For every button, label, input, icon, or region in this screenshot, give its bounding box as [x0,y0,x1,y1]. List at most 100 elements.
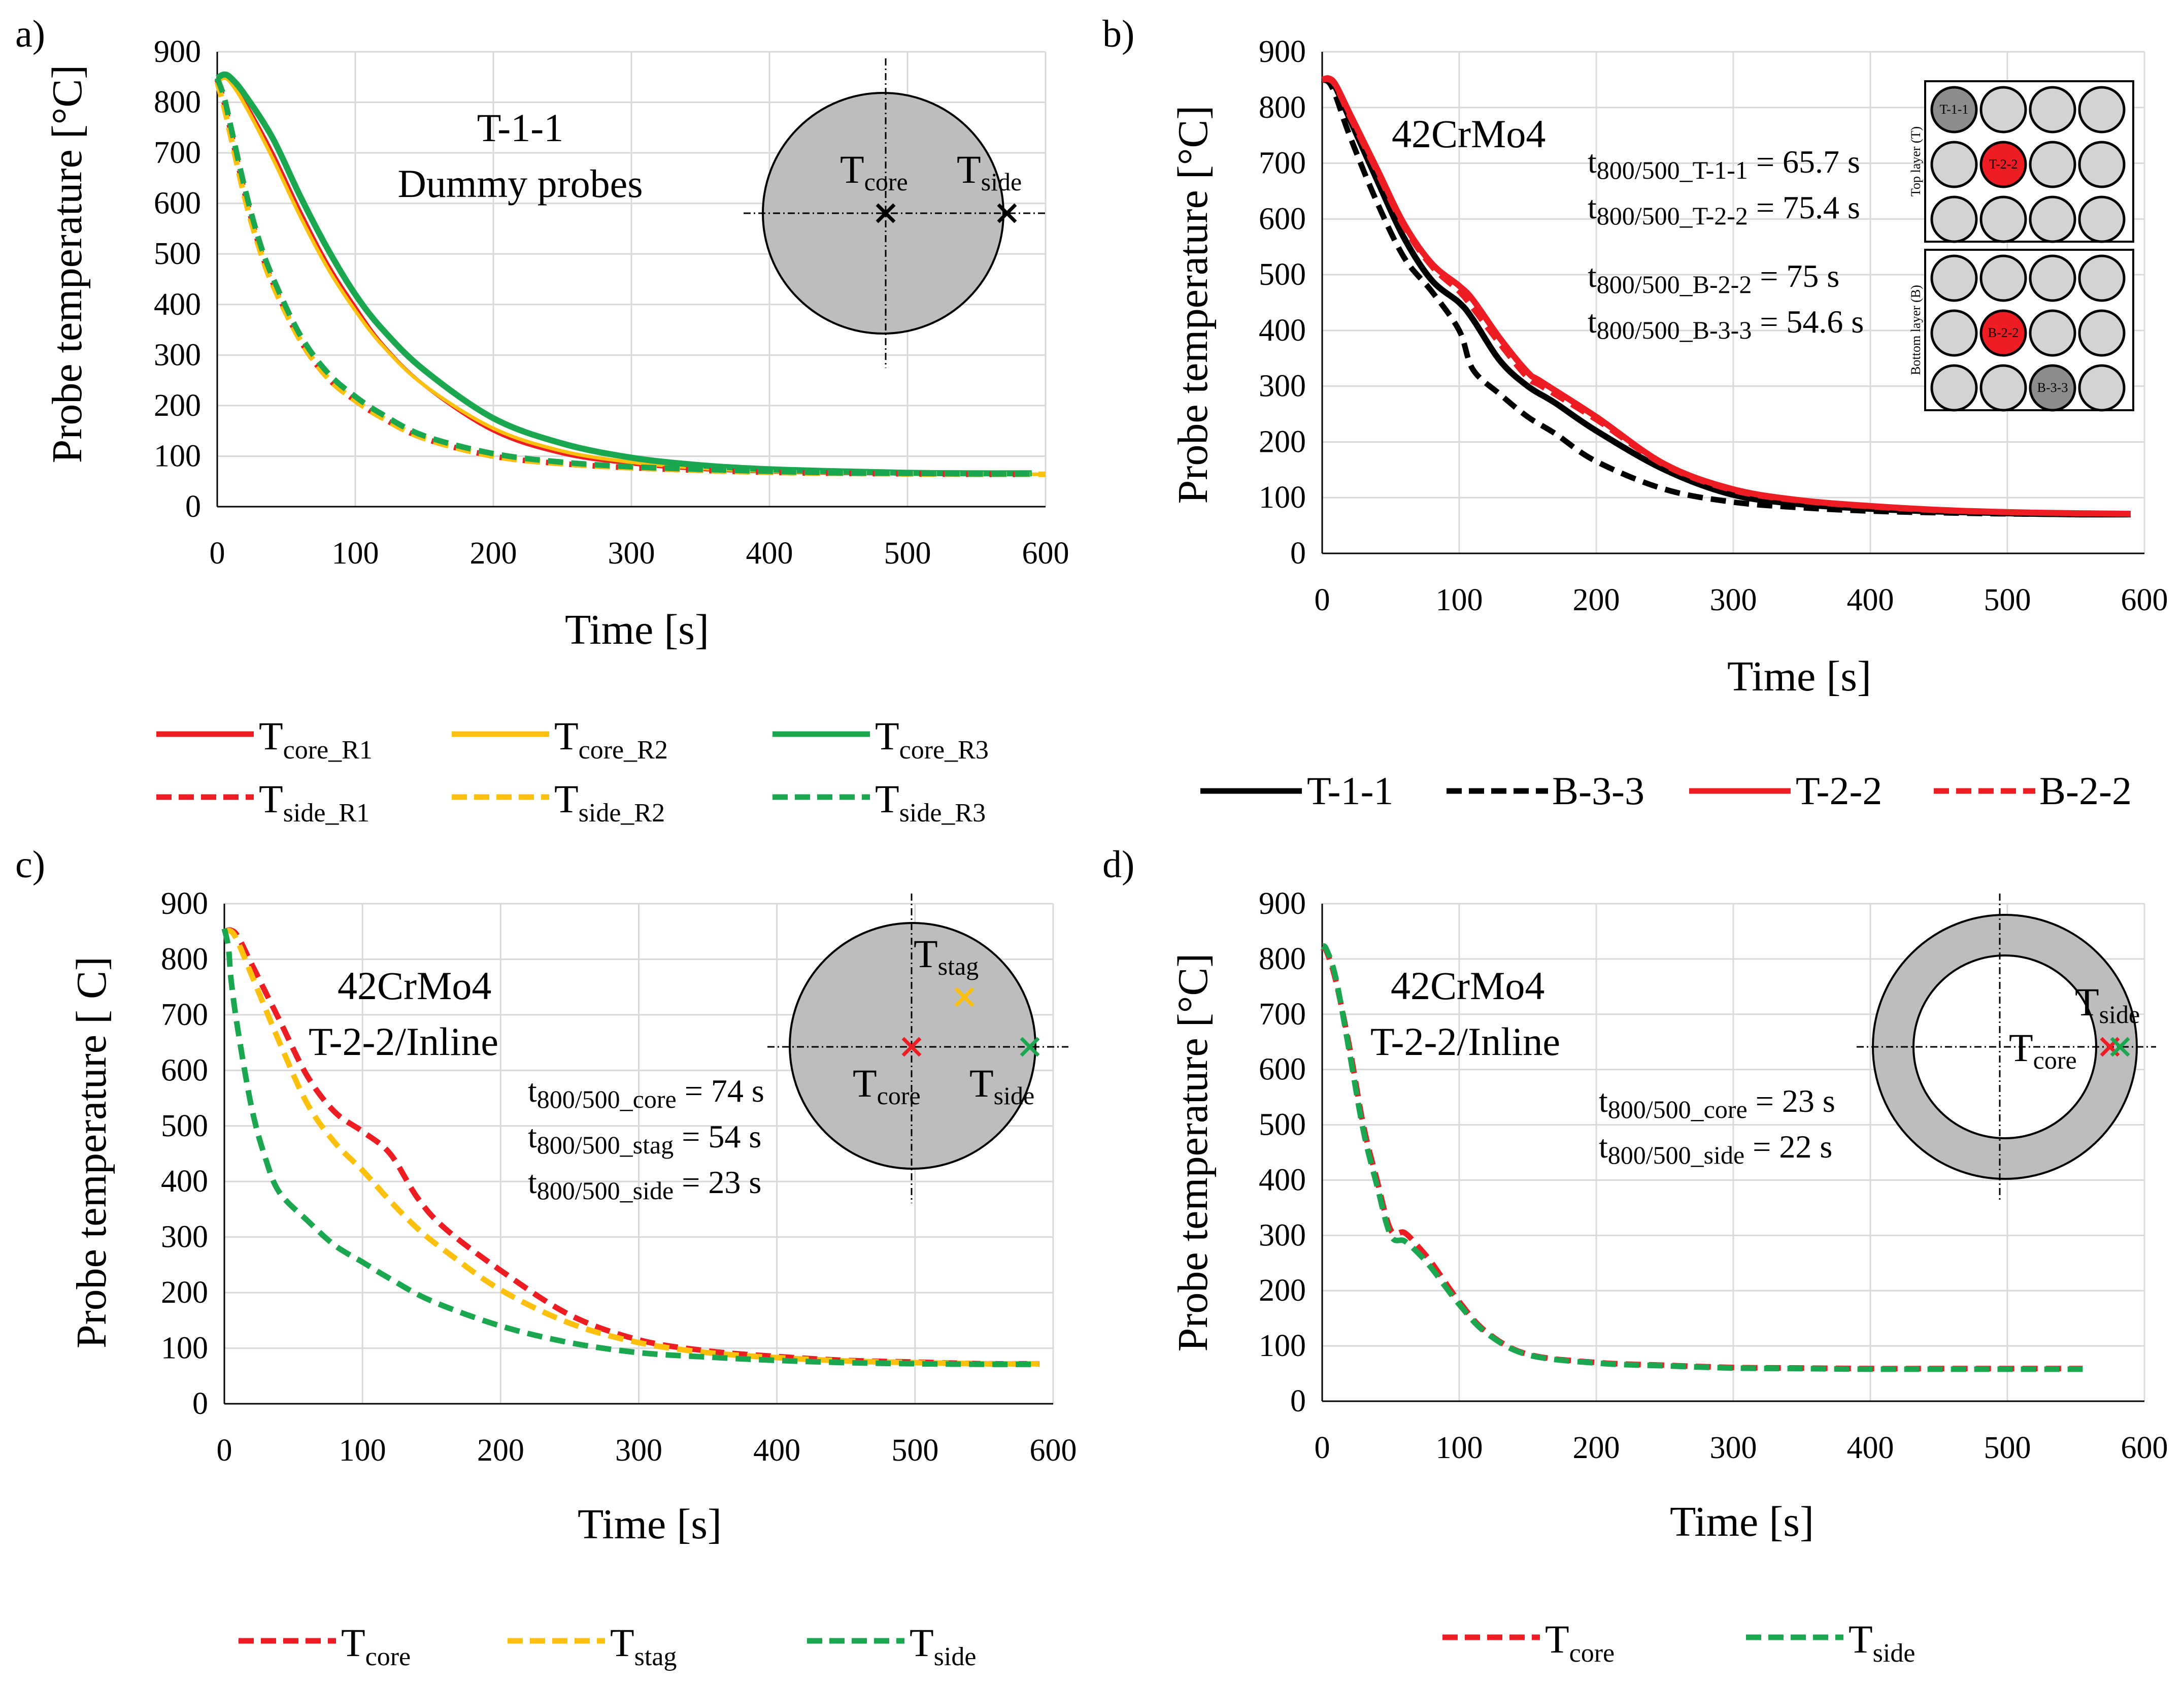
x-tick-label: 500 [891,1433,938,1468]
panel-b-bottom-layer-label: Bottom layer (B) [1908,285,1923,375]
y-tick-label: 500 [1259,257,1306,292]
panel-a-series [214,71,1046,477]
legend-item-c-tstag: Tstag [508,1621,677,1671]
panel-a-axes [216,52,1046,508]
panel-a-ylabel: Probe temperature [°C] [44,65,91,464]
panel-a-core-marker [876,203,896,223]
probe-circle [1930,141,1978,188]
y-tick-label: 400 [154,287,201,322]
panel-b-top-layer-label: Top layer (T) [1908,126,1923,196]
probe-circle [2078,195,2126,243]
panel-d-annotation-material: 42CrMo4 [1391,964,1544,1008]
probe-circle [2029,86,2076,134]
y-tick-label: 700 [154,136,201,170]
x-tick-label: 400 [1847,583,1894,617]
panel-b-ylabel: Probe temperature [°C] [1169,106,1217,504]
y-tick-label: 100 [154,439,201,473]
y-tick-label: 700 [1259,146,1306,181]
x-tick-label: 500 [1984,1431,2031,1465]
probe-circle [2078,86,2126,134]
panel-c-time-side: t800/500_side = 23 s [528,1164,761,1205]
panel-d-legend: Tcore Tside [1442,1617,1915,1668]
legend-item-t22: T-2-2 [1689,769,1882,813]
y-tick-label: 500 [161,1109,208,1143]
svg-text:Tside_R3: Tside_R3 [875,777,986,828]
svg-text:Tcore: Tcore [341,1621,411,1671]
panel-c-ticks: 0 100 200 300 400 500 600 700 800 900 0 100 200 300 40… [161,886,1077,1468]
y-tick-label: 200 [154,388,201,423]
panel-d-series [1320,943,2083,1372]
series-line-tcore [223,927,1039,1367]
y-tick-label: 900 [161,886,208,921]
probe-circle [1930,195,1978,243]
y-tick-label: 900 [1259,35,1306,69]
svg-text:Tstag: Tstag [610,1621,677,1671]
y-tick-label: 300 [161,1220,208,1254]
panel-c-chart: c) 0 100 200 300 400 500 600 700 800 900 0 100 200 30… [15,843,1077,1548]
panel-b-top-grid [1930,86,2126,243]
probe-circle [1930,364,1978,412]
probe-circle [1979,254,2027,302]
panel-d-chart: d) 0 100 200 300 400 500 600 700 800 900 0 100 200 30… [1102,843,2168,1545]
panel-c-core-marker [901,1037,922,1057]
panel-c-side-label: Tside [969,1061,1034,1110]
probe-circle [1979,364,2027,412]
x-tick-label: 0 [1315,1431,1330,1465]
legend-item-c-tcore: Tcore [239,1621,411,1671]
y-tick-label: 500 [154,237,201,271]
panel-c-xlabel: Time [s] [578,1501,722,1548]
legend-item-tcore-r1: Tcore_R1 [156,714,373,765]
x-tick-label: 200 [470,536,517,571]
legend-item-tcore-r2: Tcore_R2 [452,714,668,765]
x-tick-label: 400 [1847,1431,1894,1465]
panel-c-legend: Tcore Tstag Tside [239,1621,976,1671]
x-tick-label: 100 [1436,583,1483,617]
panel-c-inset: Tcore Tstag Tside [767,894,1068,1203]
y-tick-label: 100 [1259,1329,1306,1363]
panel-c-stag-label: Tstag [914,932,979,980]
probe-circle [2078,309,2126,357]
panel-b-series [1321,75,2131,518]
panel-d-ylabel: Probe temperature [°C] [1169,953,1217,1352]
panel-d-time-core: t800/500_core = 23 s [1599,1083,1835,1124]
panel-a-legend: Tcore_R1 Tcore_R2 Tcore_R3 Tside_R1 Tsid… [156,714,989,828]
probe-circle [2029,141,2076,188]
probe-circle [2078,141,2126,188]
x-tick-label: 300 [615,1433,662,1468]
legend-item-d-tcore: Tcore [1442,1617,1615,1668]
y-tick-label: 400 [161,1164,208,1199]
panel-d-ticks: 0 100 200 300 400 500 600 700 800 900 0 100 200 300 40… [1259,886,2168,1465]
panel-a-side-marker [997,203,1017,223]
svg-text:B-2-2: B-2-2 [2039,769,2132,813]
x-tick-label: 0 [210,536,225,571]
panel-d-inset: Tcore Tside [1857,894,2156,1202]
y-tick-label: 600 [154,186,201,221]
legend-item-tside-r2: Tside_R2 [452,777,665,828]
panel-b-xlabel: Time [s] [1727,653,1871,700]
x-tick-label: 600 [1030,1433,1077,1468]
probe-circle [2029,195,2076,243]
y-tick-label: 100 [1259,480,1306,515]
panel-c-series [221,927,1039,1367]
panel-d-label: d) [1102,843,1134,886]
panel-b-mark-b33: B-3-3 [2037,380,2068,395]
y-tick-label: 800 [1259,942,1306,976]
y-tick-label: 200 [1259,424,1306,459]
legend-item-d-tside: Tside [1746,1617,1915,1668]
legend-item-b22: B-2-2 [1934,769,2132,813]
svg-text:Tcore_R2: Tcore_R2 [554,714,668,765]
panel-a-chart: a) 0 100 200 300 400 500 600 700 800 900 0 100 200 30… [15,13,1069,653]
panel-a-core-label: Tcore [840,147,908,196]
y-tick-label: 400 [1259,313,1306,348]
probe-circle [1930,309,1978,357]
panel-b-annotation-material: 42CrMo4 [1392,112,1545,156]
legend-item-c-tside: Tside [807,1621,976,1671]
x-tick-label: 400 [746,536,793,571]
panel-b-ticks: 0 100 200 300 400 500 600 700 800 900 0 100 200 300 40… [1259,35,2168,617]
panel-d-side-label: Tside [2075,980,2140,1029]
panel-b-time-t11: t800/500_T-1-1 = 65.7 s [1588,144,1860,184]
panel-b-time-b22: t800/500_B-2-2 = 75 s [1588,258,1839,299]
probe-circle [1979,141,2027,188]
legend-item-tcore-r3: Tcore_R3 [772,714,989,765]
panel-a-inset: Tcore Tside [744,58,1046,368]
